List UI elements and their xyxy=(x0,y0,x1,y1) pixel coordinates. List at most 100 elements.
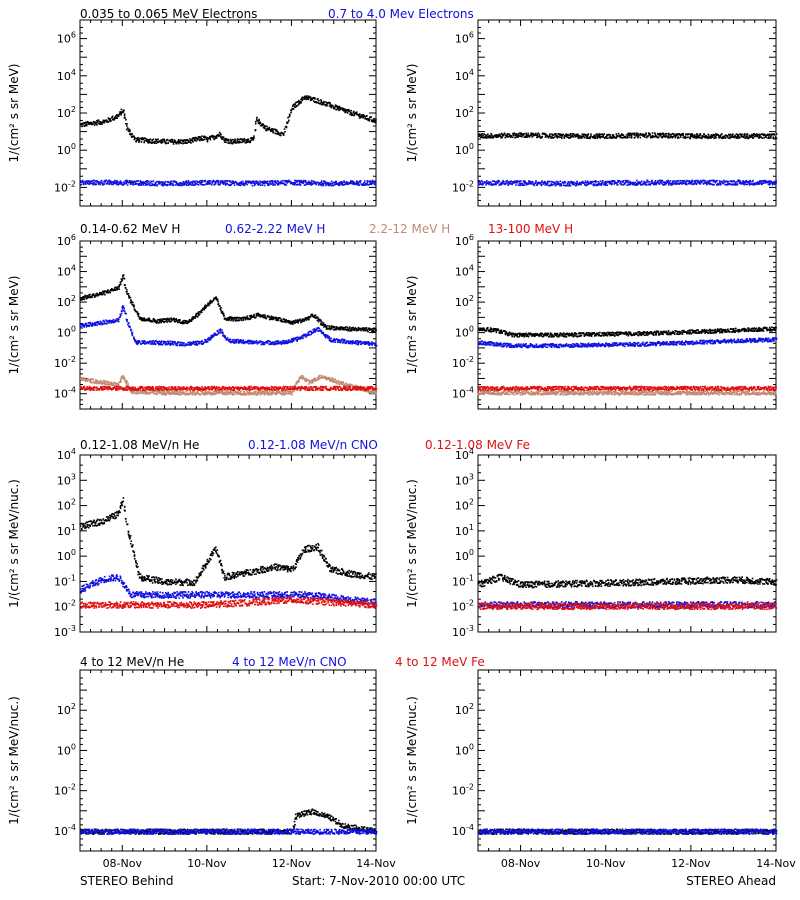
data-point xyxy=(581,133,584,135)
data-point xyxy=(497,181,499,184)
data-point xyxy=(573,183,576,186)
data-point xyxy=(160,321,162,324)
data-point xyxy=(321,103,324,106)
data-point xyxy=(373,120,375,122)
data-point xyxy=(545,183,548,185)
data-point xyxy=(263,314,266,316)
data-point xyxy=(195,183,198,185)
data-point xyxy=(657,181,659,184)
data-point xyxy=(295,101,297,104)
data-point xyxy=(124,180,127,183)
data-point xyxy=(764,182,767,184)
data-point xyxy=(207,182,210,185)
data-point xyxy=(237,182,240,185)
data-point xyxy=(117,115,119,117)
data-point xyxy=(142,182,145,185)
data-point xyxy=(333,107,336,110)
data-point xyxy=(147,318,149,321)
data-point xyxy=(513,181,516,184)
data-point xyxy=(706,182,709,185)
data-point xyxy=(774,136,777,138)
data-point xyxy=(515,134,518,136)
data-point xyxy=(123,277,126,280)
data-point xyxy=(533,184,536,187)
data-point xyxy=(645,184,648,186)
data-point xyxy=(513,134,515,137)
data-point xyxy=(185,183,187,185)
data-point xyxy=(623,135,626,138)
data-point xyxy=(361,327,364,330)
data-point xyxy=(553,136,556,138)
data-point xyxy=(767,137,770,140)
data-point xyxy=(319,183,322,186)
data-point xyxy=(563,137,566,139)
data-point xyxy=(743,136,745,139)
data-point xyxy=(653,183,655,186)
data-point xyxy=(731,135,734,137)
data-point xyxy=(502,182,504,184)
data-point xyxy=(731,136,734,138)
data-point xyxy=(703,133,706,136)
data-point xyxy=(695,182,698,185)
data-point xyxy=(739,133,742,136)
data-point xyxy=(99,293,101,296)
data-point xyxy=(176,320,178,322)
data-point xyxy=(213,184,215,186)
data-point xyxy=(743,133,746,135)
data-point xyxy=(628,133,631,136)
data-point xyxy=(310,182,313,184)
data-point xyxy=(624,136,627,139)
data-point xyxy=(572,136,575,138)
data-point xyxy=(242,182,245,185)
data-point xyxy=(294,319,297,322)
data-point xyxy=(739,180,742,183)
data-point xyxy=(313,181,315,183)
data-point xyxy=(216,134,219,136)
data-point xyxy=(120,181,123,184)
data-point xyxy=(217,331,220,334)
data-point xyxy=(667,179,669,182)
data-point xyxy=(165,341,167,343)
data-point xyxy=(700,137,703,140)
data-point xyxy=(642,135,644,137)
data-point xyxy=(266,182,268,184)
data-point xyxy=(164,184,167,186)
data-point xyxy=(586,184,589,186)
data-point xyxy=(675,133,677,135)
data-point xyxy=(79,179,82,182)
data-point xyxy=(331,184,334,187)
data-point xyxy=(653,182,655,185)
data-point xyxy=(725,135,728,137)
data-point xyxy=(280,180,283,182)
data-point xyxy=(568,181,571,183)
data-point xyxy=(617,181,620,183)
data-point xyxy=(115,116,117,119)
data-point xyxy=(580,137,583,140)
data-point xyxy=(760,133,763,135)
data-point xyxy=(159,181,162,184)
data-point xyxy=(155,184,157,186)
data-point xyxy=(173,139,176,141)
data-point xyxy=(140,319,143,321)
data-point xyxy=(296,320,299,322)
data-point xyxy=(255,339,258,342)
data-point xyxy=(767,183,770,186)
data-point xyxy=(111,287,113,290)
data-point xyxy=(693,136,696,139)
data-point xyxy=(658,133,660,136)
data-point xyxy=(519,132,521,134)
data-point xyxy=(135,180,138,182)
data-point xyxy=(260,343,263,346)
data-point xyxy=(322,183,325,186)
data-point xyxy=(659,132,662,135)
data-point xyxy=(269,180,271,183)
data-point xyxy=(691,134,694,137)
data-point xyxy=(355,328,358,330)
data-point xyxy=(163,182,165,185)
data-point xyxy=(701,136,703,139)
data-point xyxy=(341,326,344,329)
data-point xyxy=(280,182,283,185)
data-point xyxy=(343,110,345,112)
data-point xyxy=(176,181,178,184)
data-point xyxy=(177,142,180,145)
